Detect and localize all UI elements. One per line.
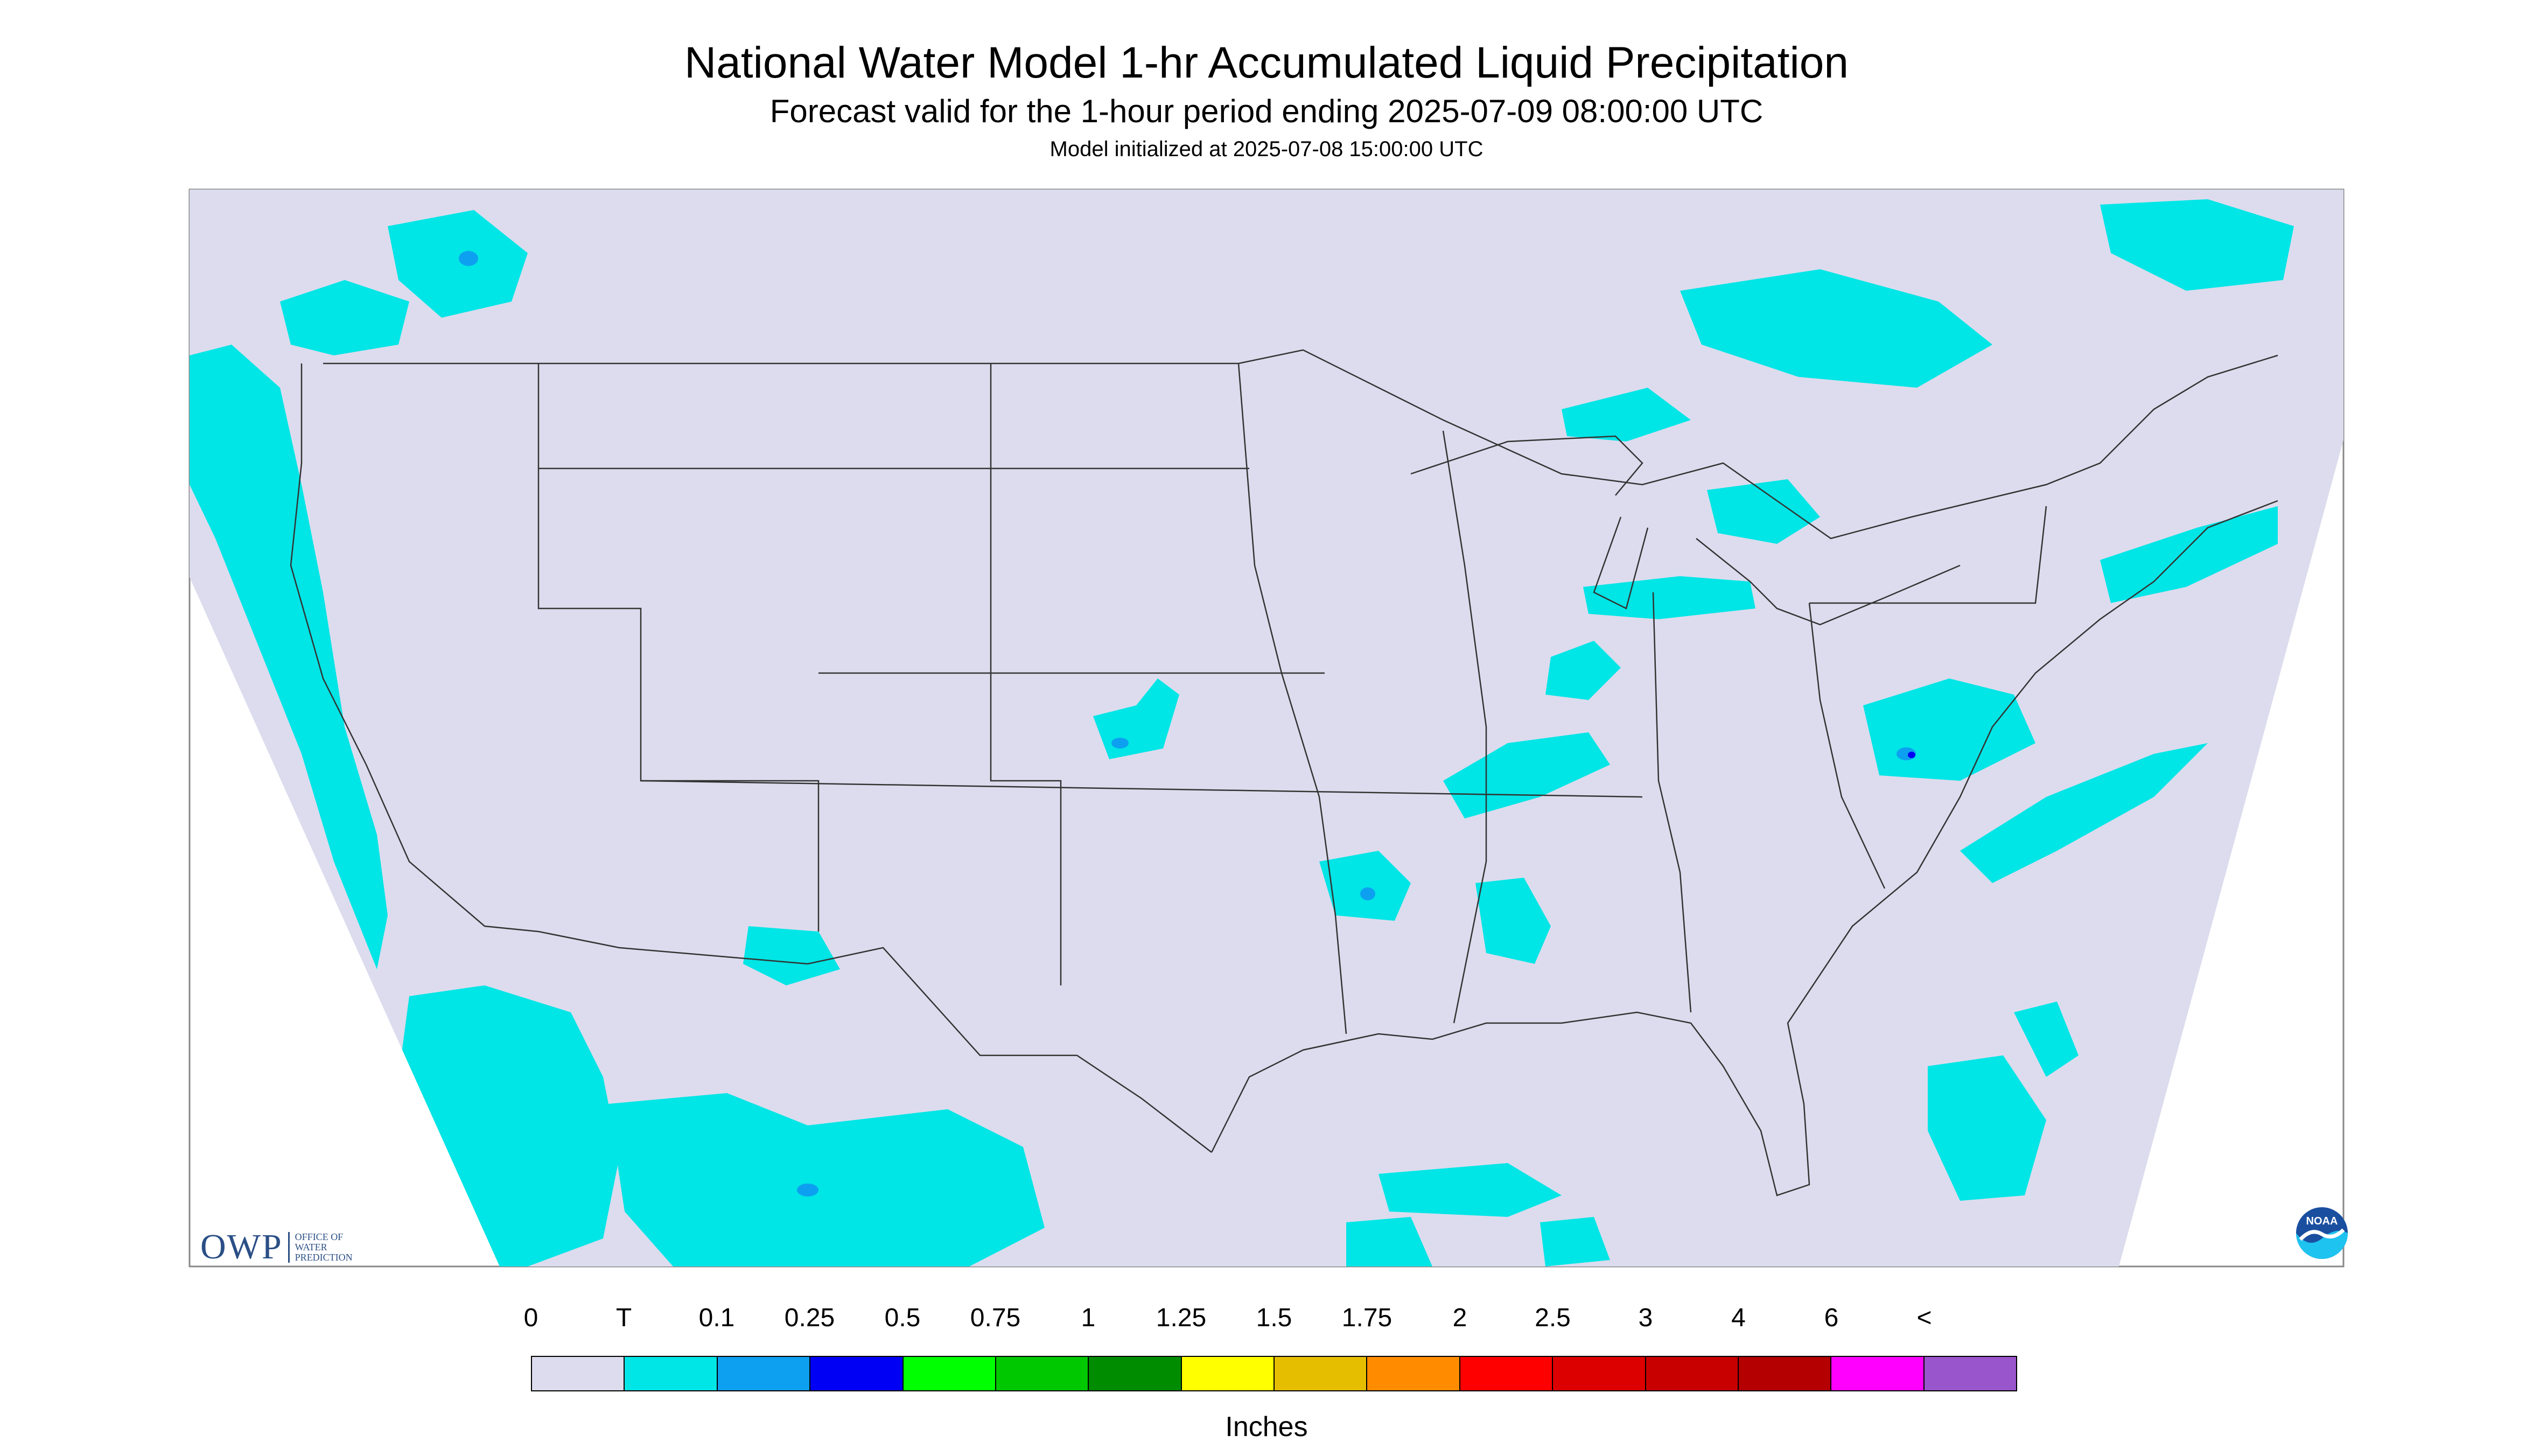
state-line-appalachian [1808, 603, 1886, 889]
state-line-37th-lat [640, 780, 1643, 798]
legend-swatch [1924, 1357, 2016, 1390]
legend-tick-label: 0.5 [884, 1304, 921, 1332]
great-lakes-outline [1410, 435, 1961, 626]
owp-logo-mark: OWP [200, 1227, 283, 1266]
precip-core-oklahoma [1360, 887, 1375, 900]
legend-tick-label: 0.25 [784, 1304, 835, 1332]
legend-swatch [1831, 1357, 1925, 1390]
legend-tick-label: < [1916, 1304, 1932, 1332]
legend-swatch [1367, 1357, 1460, 1390]
precip-area-pacific-north [280, 280, 409, 355]
legend-tick-label: 1.75 [1341, 1304, 1393, 1332]
legend-swatch [1553, 1357, 1646, 1390]
legend-swatch [532, 1357, 625, 1390]
precip-area-superior [1562, 388, 1691, 442]
precip-area-caribbean [1928, 1055, 2046, 1201]
legend-swatch [810, 1357, 904, 1390]
precip-area-bc [388, 210, 528, 318]
legend-tick-label: 0.75 [970, 1304, 1021, 1332]
political-boundaries [290, 349, 2278, 1196]
legend-tick-label: 6 [1824, 1304, 1839, 1332]
precip-core-kansas [1111, 738, 1129, 748]
page-title: National Water Model 1-hr Accumulated Li… [684, 38, 1849, 87]
precip-core-heavy-virginia [1908, 752, 1915, 758]
precip-area-gulf [1379, 1163, 1562, 1217]
noaa-logo-text: NOAA [2306, 1215, 2338, 1227]
precip-area-quebec [2100, 199, 2294, 291]
state-line-rockies [537, 363, 820, 932]
legend-units: Inches [1225, 1411, 1308, 1443]
precip-core-mexico [797, 1184, 818, 1196]
state-line-ohio [1652, 592, 1692, 1013]
precip-area-ohio-valley [1443, 732, 1610, 818]
state-line-plains [990, 363, 1062, 985]
precip-area-mississippi [1475, 878, 1551, 964]
owp-logo: OWP OFFICE OF WATER PREDICTION [200, 1227, 353, 1268]
state-line-central [1237, 363, 1347, 1034]
legend-tick-label: 0.1 [698, 1304, 735, 1332]
precip-area-pacific-coast [190, 345, 388, 969]
legend-swatch [625, 1357, 718, 1390]
precip-area-atlantic [1960, 743, 2208, 883]
precip-area-gulf-south [1346, 1217, 1432, 1266]
gulf-coastline [1210, 500, 2278, 1196]
legend-swatch [1738, 1357, 1832, 1390]
legend-swatch [1646, 1357, 1739, 1390]
legend-swatch [717, 1357, 811, 1390]
legend-swatch [1275, 1357, 1368, 1390]
legend-tick-label: 4 [1731, 1304, 1746, 1332]
precip-core-bc [459, 251, 478, 266]
precip-area-ontario [1680, 269, 1992, 388]
precip-area-sonora [743, 926, 840, 985]
owp-logo-text: OFFICE OF WATER PREDICTION [288, 1231, 353, 1263]
legend-tick-label: T [615, 1304, 632, 1332]
precip-area-indiana [1545, 641, 1621, 700]
precip-area-michigan [1707, 479, 1820, 544]
legend-swatch [1089, 1357, 1182, 1390]
model-init-time: Model initialized at 2025-07-08 15:00:00… [1049, 137, 1484, 161]
noaa-logo-icon: NOAA [2296, 1207, 2348, 1259]
precip-area-new-england [2100, 506, 2278, 603]
page-subtitle: Forecast valid for the 1-hour period end… [769, 93, 1764, 129]
legend-tick-label: 2.5 [1535, 1304, 1571, 1332]
us-canada-border [323, 349, 2278, 540]
precip-area-bahamas [2014, 1002, 2079, 1077]
legend-swatch [903, 1357, 996, 1390]
precip-area-mexico-west [608, 1093, 1045, 1266]
state-line-northeast [1809, 506, 2047, 604]
precipitation-layer [190, 199, 2294, 1266]
legend-swatch [996, 1357, 1089, 1390]
legend-tick-label: 3 [1638, 1304, 1653, 1332]
legend-color-bar [531, 1356, 2017, 1391]
us-mexico-border [538, 930, 1212, 1153]
precip-area-gulf-east [1540, 1217, 1610, 1266]
legend-tick-label: 0 [523, 1304, 538, 1332]
state-line-mississippi [1442, 430, 1487, 1024]
legend-swatch [1181, 1357, 1275, 1390]
legend-tick-label: 2 [1452, 1304, 1467, 1332]
pacific-coastline [290, 363, 539, 933]
legend-tick-label: 1.25 [1156, 1304, 1207, 1332]
legend-tick-label: 1.5 [1256, 1304, 1292, 1332]
legend-swatch [1460, 1357, 1554, 1390]
legend-tick-labels: 0 T 0.1 0.25 0.5 0.75 1 1.25 1.5 1.75 2 2.5 3 4 6 < [0, 1303, 2533, 1341]
legend-tick-label: 1 [1081, 1304, 1096, 1332]
precip-area-oklahoma [1319, 851, 1411, 921]
